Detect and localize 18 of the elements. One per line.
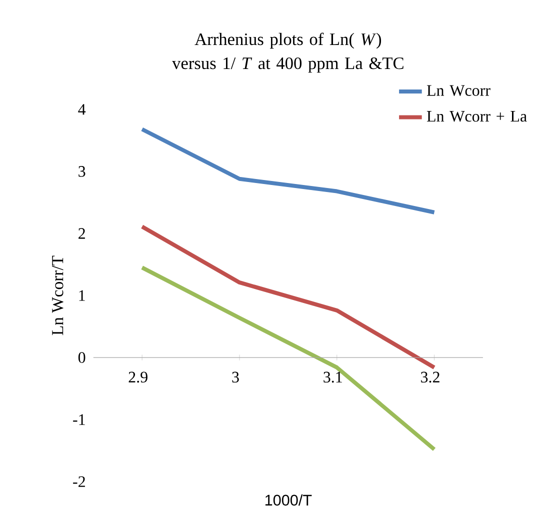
y-tick-label: 3 [78, 166, 86, 177]
x-tick-label: 3.1 [324, 372, 342, 383]
x-tick-label: 3 [232, 372, 239, 383]
line-series [140, 127, 436, 214]
legend-label: Ln Wcorr + La [426, 111, 527, 122]
chart-title: Arrhenius plots of Ln( W) versus 1/ T at 400 ppm La &TC [172, 32, 404, 73]
y-tick-label: 0 [78, 352, 86, 363]
x-tick-label: 3.2 [421, 372, 440, 383]
y-tick-label: -2 [73, 476, 85, 487]
y-axis-title: Ln Wcorr/T [52, 256, 64, 336]
line-series [140, 224, 436, 370]
y-tick-label: -1 [73, 414, 85, 425]
legend-label: Ln Wcorr [426, 85, 490, 96]
y-tick-label: 1 [79, 290, 85, 301]
x-axis-title: 1000/T [265, 494, 312, 506]
y-tick-label: 4 [78, 104, 86, 115]
y-tick-label: 2 [78, 228, 85, 239]
x-tick-label: 2.9 [128, 372, 148, 383]
